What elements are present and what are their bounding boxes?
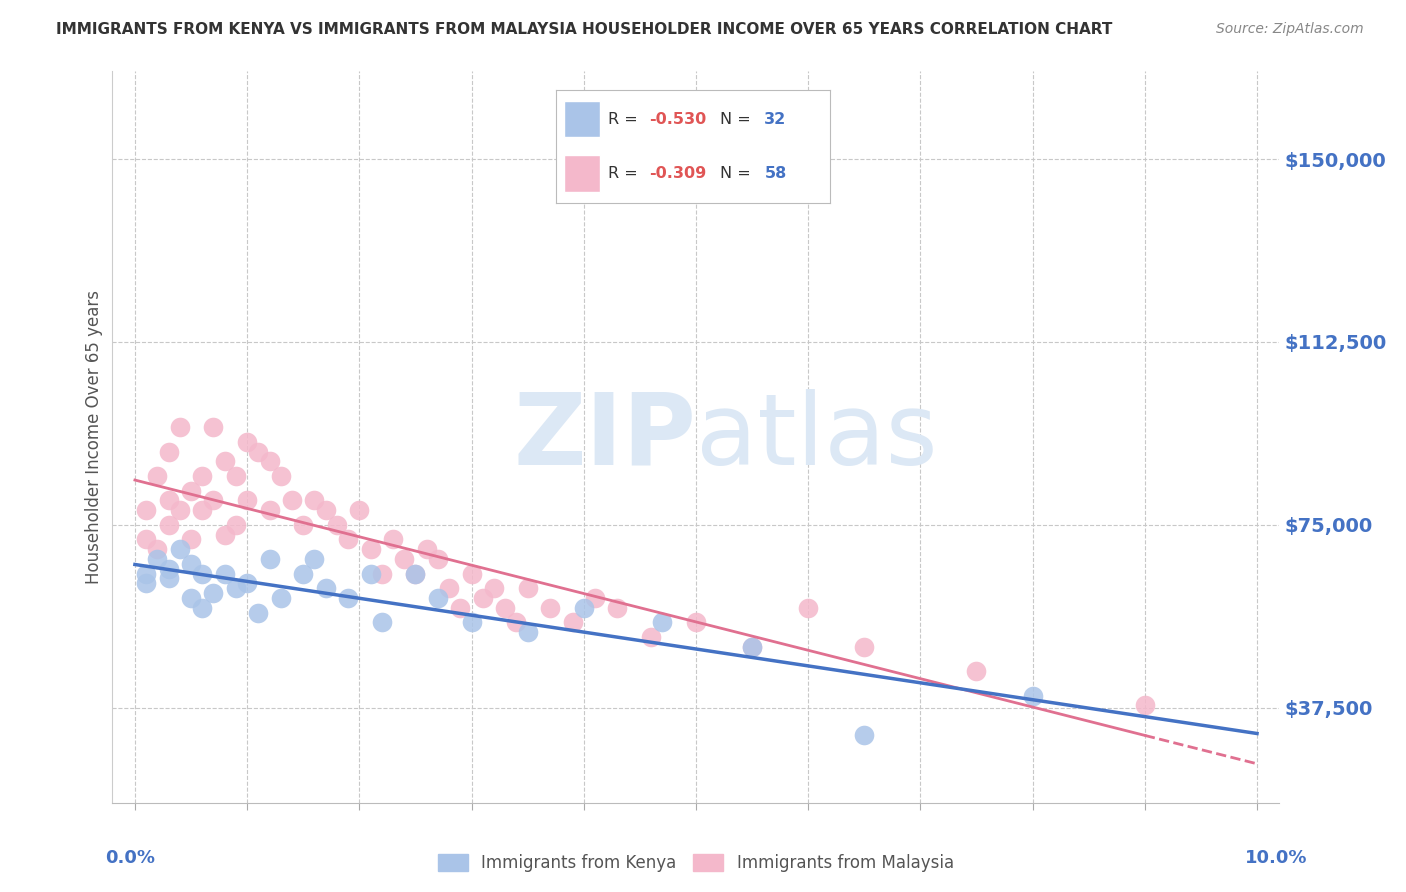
- Point: [157, 493, 180, 508]
- Point: [561, 615, 583, 630]
- Point: [157, 517, 180, 532]
- Point: [337, 591, 360, 605]
- Point: [225, 517, 247, 532]
- Text: 0.0%: 0.0%: [105, 849, 156, 867]
- Text: 10.0%: 10.0%: [1246, 849, 1308, 867]
- Point: [259, 454, 281, 468]
- Point: [135, 566, 157, 581]
- Point: [853, 727, 876, 741]
- Point: [505, 615, 527, 630]
- Point: [797, 600, 820, 615]
- Point: [146, 542, 169, 557]
- Point: [270, 469, 292, 483]
- Point: [214, 566, 236, 581]
- Point: [360, 542, 382, 557]
- Point: [214, 527, 236, 541]
- Point: [202, 586, 225, 600]
- Point: [516, 625, 538, 640]
- Point: [169, 420, 191, 434]
- Point: [225, 581, 247, 595]
- Point: [651, 615, 673, 630]
- Point: [135, 503, 157, 517]
- Point: [538, 600, 561, 615]
- Point: [304, 493, 326, 508]
- Point: [853, 640, 876, 654]
- Point: [494, 600, 516, 615]
- Point: [382, 533, 405, 547]
- Point: [426, 552, 449, 566]
- Point: [157, 444, 180, 458]
- Point: [1021, 689, 1043, 703]
- Point: [1133, 698, 1156, 713]
- Point: [516, 581, 538, 595]
- Point: [202, 420, 225, 434]
- Text: ZIP: ZIP: [513, 389, 696, 485]
- Point: [315, 581, 337, 595]
- Point: [236, 576, 259, 591]
- Point: [135, 533, 157, 547]
- Point: [169, 542, 191, 557]
- Point: [259, 503, 281, 517]
- Point: [225, 469, 247, 483]
- Point: [247, 606, 270, 620]
- Point: [180, 591, 202, 605]
- Point: [404, 566, 426, 581]
- Point: [214, 454, 236, 468]
- Point: [315, 503, 337, 517]
- Point: [259, 552, 281, 566]
- Point: [326, 517, 349, 532]
- Point: [281, 493, 304, 508]
- Point: [394, 552, 416, 566]
- Point: [146, 469, 169, 483]
- Point: [157, 572, 180, 586]
- Point: [437, 581, 460, 595]
- Point: [966, 664, 988, 678]
- Point: [292, 517, 315, 532]
- Point: [371, 566, 394, 581]
- Point: [135, 576, 157, 591]
- Point: [449, 600, 471, 615]
- Point: [146, 552, 169, 566]
- Point: [460, 566, 482, 581]
- Text: Source: ZipAtlas.com: Source: ZipAtlas.com: [1216, 22, 1364, 37]
- Point: [741, 640, 763, 654]
- Point: [404, 566, 426, 581]
- Point: [685, 615, 707, 630]
- Point: [169, 503, 191, 517]
- Legend: Immigrants from Kenya, Immigrants from Malaysia: Immigrants from Kenya, Immigrants from M…: [432, 847, 960, 879]
- Text: IMMIGRANTS FROM KENYA VS IMMIGRANTS FROM MALAYSIA HOUSEHOLDER INCOME OVER 65 YEA: IMMIGRANTS FROM KENYA VS IMMIGRANTS FROM…: [56, 22, 1112, 37]
- Point: [426, 591, 449, 605]
- Point: [360, 566, 382, 581]
- Point: [191, 566, 214, 581]
- Point: [236, 493, 259, 508]
- Point: [191, 469, 214, 483]
- Point: [606, 600, 628, 615]
- Point: [191, 600, 214, 615]
- Point: [247, 444, 270, 458]
- Point: [415, 542, 437, 557]
- Point: [180, 483, 202, 498]
- Point: [741, 640, 763, 654]
- Point: [349, 503, 371, 517]
- Point: [482, 581, 505, 595]
- Point: [180, 533, 202, 547]
- Point: [180, 557, 202, 571]
- Point: [270, 591, 292, 605]
- Point: [191, 503, 214, 517]
- Point: [471, 591, 494, 605]
- Point: [236, 434, 259, 449]
- Point: [371, 615, 394, 630]
- Point: [583, 591, 606, 605]
- Point: [202, 493, 225, 508]
- Point: [460, 615, 482, 630]
- Point: [304, 552, 326, 566]
- Point: [572, 600, 595, 615]
- Text: atlas: atlas: [696, 389, 938, 485]
- Point: [157, 562, 180, 576]
- Point: [337, 533, 360, 547]
- Y-axis label: Householder Income Over 65 years: Householder Income Over 65 years: [84, 290, 103, 584]
- Point: [640, 630, 662, 644]
- Point: [292, 566, 315, 581]
